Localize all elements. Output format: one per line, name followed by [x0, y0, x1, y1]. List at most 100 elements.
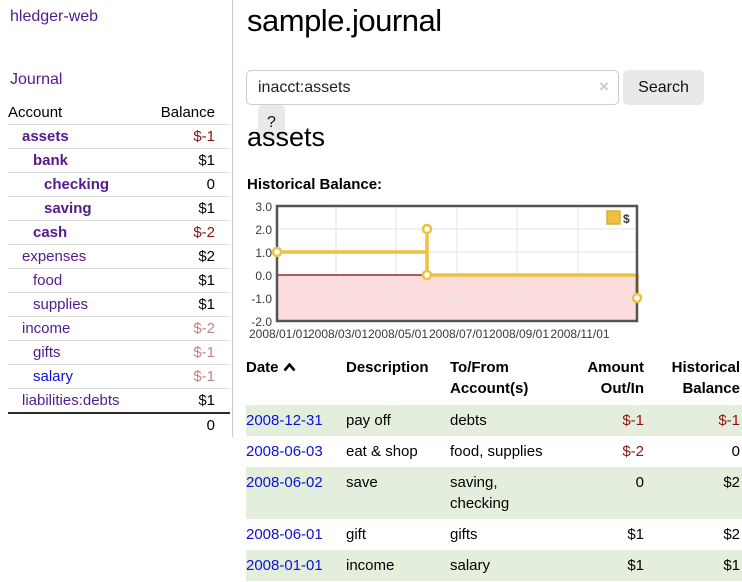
svg-text:3.0: 3.0	[255, 200, 272, 214]
chart-legend: $	[604, 209, 635, 228]
transaction-date-link[interactable]: 2008-12-31	[246, 412, 323, 429]
accounts-header-account: Account	[8, 104, 63, 121]
legend-swatch	[606, 210, 621, 225]
gridlines	[277, 206, 637, 321]
account-balance: $1	[144, 388, 230, 413]
transaction-amount: $1	[627, 557, 644, 574]
account-link-bank[interactable]: bank	[33, 152, 69, 169]
transaction-accounts: food, supplies	[450, 443, 543, 460]
accounts-header-row: Account Balance	[8, 101, 230, 125]
sort-ascending-icon	[283, 362, 296, 372]
chart-heading: Historical Balance:	[247, 176, 383, 193]
search-bar: × Search?	[246, 70, 742, 140]
transaction-balance: $2	[723, 526, 740, 543]
register-header-balance: Historical Balance	[671, 359, 740, 397]
sidebar-divider	[232, 0, 233, 437]
search-button[interactable]: Search	[623, 70, 704, 105]
register-row: 2008-12-31 pay off debts $-1 $-1	[246, 405, 742, 436]
account-balance: $2	[144, 244, 230, 269]
help-button[interactable]: ?	[258, 105, 285, 140]
account-link-cash[interactable]: cash	[33, 224, 68, 241]
register-header-date[interactable]: Date	[246, 357, 346, 405]
account-row-supplies: supplies $1	[8, 292, 230, 317]
transaction-description: gift	[346, 526, 367, 543]
transaction-balance: $1	[723, 557, 740, 574]
transaction-accounts: salary	[450, 557, 491, 574]
transaction-date-link[interactable]: 2008-06-02	[246, 474, 323, 491]
account-link-liabilities-debts[interactable]: liabilities:debts	[22, 392, 120, 409]
account-link-expenses[interactable]: expenses	[22, 248, 87, 265]
account-row-salary: salary $-1	[8, 364, 230, 389]
transaction-date-link[interactable]: 2008-01-01	[246, 557, 323, 574]
sidebar-item-journal[interactable]: Journal	[10, 71, 63, 88]
register-row: 2008-06-01 gift gifts $1 $2	[246, 519, 742, 550]
transaction-balance: 0	[731, 443, 740, 460]
account-row-expenses: expenses $2	[8, 244, 230, 269]
svg-text:2008/03/01: 2008/03/01	[308, 327, 368, 341]
svg-text:-2.0: -2.0	[251, 315, 272, 329]
accounts-total-value: 0	[144, 412, 230, 437]
data-point-markers	[271, 223, 643, 304]
accounts-table: Account Balance assets $-1 bank $1 check…	[8, 101, 230, 437]
svg-text:2008/07/01: 2008/07/01	[429, 327, 489, 341]
transaction-date-link[interactable]: 2008-06-01	[246, 526, 323, 543]
svg-text:1.0: 1.0	[255, 246, 272, 260]
historical-balance-chart: $ 3.0 2.0 1.0 0.0 -1.0 -2.0 2008/01/01 2…	[249, 200, 643, 341]
account-link-salary[interactable]: salary	[33, 368, 74, 385]
account-link-checking[interactable]: checking	[44, 176, 110, 193]
svg-text:2008/11/01: 2008/11/01	[550, 327, 609, 341]
register-table: Date Description To/From Account(s) Amou…	[246, 357, 742, 581]
svg-text:2008/09/01: 2008/09/01	[489, 327, 549, 341]
transaction-balance: $2	[723, 474, 740, 491]
data-point[interactable]	[421, 223, 433, 235]
account-page-title: assets	[247, 122, 326, 152]
register-header-row: Date Description To/From Account(s) Amou…	[246, 357, 742, 405]
app-brand-link[interactable]: hledger-web	[10, 8, 99, 25]
account-link-assets[interactable]: assets	[22, 128, 69, 145]
register-row: 2008-06-03 eat & shop food, supplies $-2…	[246, 436, 742, 467]
transaction-description: save	[346, 474, 378, 491]
svg-text:2008/01/01: 2008/01/01	[249, 327, 309, 341]
register-row: 2008-01-01 income salary $1 $1	[246, 550, 742, 581]
legend-label: $	[623, 212, 630, 226]
data-point[interactable]	[271, 246, 283, 258]
account-link-gifts[interactable]: gifts	[33, 344, 61, 361]
transaction-accounts: saving, checking	[450, 474, 510, 512]
transaction-amount: $-1	[622, 412, 644, 429]
account-row-gifts: gifts $-1	[8, 340, 230, 365]
transaction-amount: 0	[635, 474, 644, 491]
account-link-saving[interactable]: saving	[44, 200, 92, 217]
account-link-supplies[interactable]: supplies	[33, 296, 89, 313]
svg-text:2008/05/01: 2008/05/01	[368, 327, 428, 341]
transaction-description: pay off	[346, 412, 391, 429]
account-balance: $-1	[144, 124, 230, 149]
transaction-date-link[interactable]: 2008-06-03	[246, 443, 323, 460]
transaction-balance: $-1	[718, 412, 740, 429]
account-row-saving: saving $1	[8, 196, 230, 221]
y-axis-labels: 3.0 2.0 1.0 0.0 -1.0 -2.0	[251, 200, 272, 329]
svg-text:-1.0: -1.0	[251, 292, 272, 306]
x-axis-labels: 2008/01/01 2008/03/01 2008/05/01 2008/07…	[249, 327, 610, 341]
account-link-food[interactable]: food	[33, 272, 63, 289]
account-balance: $-1	[144, 364, 230, 389]
transaction-description: eat & shop	[346, 443, 418, 460]
clear-search-icon[interactable]: ×	[599, 77, 609, 96]
svg-text:0.0: 0.0	[255, 269, 272, 283]
transaction-amount: $1	[627, 526, 644, 543]
account-balance: $-1	[144, 340, 230, 365]
register-header-accounts: To/From Account(s)	[450, 359, 529, 397]
register-header-amount: Amount Out/In	[587, 359, 644, 397]
data-point[interactable]	[631, 292, 643, 304]
account-row-bank: bank $1	[8, 148, 230, 173]
account-row-assets: assets $-1	[8, 124, 230, 149]
transaction-accounts: debts	[450, 412, 487, 429]
account-balance: $1	[144, 292, 230, 317]
account-link-income[interactable]: income	[22, 320, 71, 337]
account-balance: $-2	[144, 220, 230, 245]
search-input[interactable]	[246, 70, 619, 105]
account-balance: $1	[144, 268, 230, 293]
accounts-total-row: 0	[8, 412, 230, 437]
account-row-checking: checking 0	[8, 172, 230, 197]
data-point[interactable]	[421, 269, 433, 281]
account-balance: 0	[144, 172, 230, 197]
